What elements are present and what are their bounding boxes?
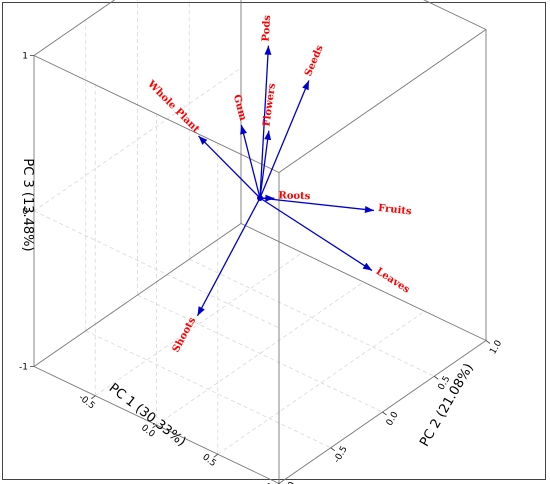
vector-gum bbox=[240, 124, 261, 199]
origin-point bbox=[257, 195, 263, 201]
cube-edge bbox=[33, 0, 116, 56]
grid-line bbox=[137, 294, 383, 413]
y-tick-label: -0.5 bbox=[332, 445, 349, 465]
z-axis-title: PC 3 (13.48%) bbox=[20, 158, 35, 251]
x-axis-title: PC 1 (30.33%) bbox=[106, 381, 189, 450]
arrowhead bbox=[264, 130, 272, 141]
grid-line bbox=[85, 330, 331, 449]
grid-line bbox=[33, 210, 280, 329]
arrowhead bbox=[197, 306, 205, 316]
vector-label: Shoots bbox=[171, 315, 199, 354]
y-tick-label: -1.0 bbox=[281, 480, 299, 484]
vector-label: Fruits bbox=[378, 203, 413, 218]
arrowhead bbox=[362, 262, 373, 271]
arrowhead bbox=[364, 205, 374, 213]
x-tick-label: 0.5 bbox=[200, 452, 217, 469]
arrowhead bbox=[240, 124, 247, 135]
x-tick-label: 1.0 bbox=[262, 482, 280, 484]
vector-label: Leaves bbox=[374, 266, 412, 296]
z-tick-label: 1 bbox=[22, 52, 28, 62]
vector-fruits bbox=[259, 197, 375, 212]
vector-pods bbox=[259, 45, 270, 199]
y-tick-label: 1.0 bbox=[488, 339, 504, 357]
grid-line bbox=[189, 258, 435, 377]
z-tick-label: -1 bbox=[19, 363, 28, 373]
cube-edge bbox=[278, 29, 487, 173]
arrowhead bbox=[302, 80, 309, 91]
vector-whole-plant bbox=[198, 135, 261, 199]
vector-seeds bbox=[259, 80, 310, 199]
vector-label: Seeds bbox=[303, 43, 326, 78]
chart-frame bbox=[2, 2, 546, 480]
vector-flowers bbox=[259, 130, 270, 199]
cube-edge bbox=[240, 223, 487, 341]
cube-edge bbox=[33, 55, 280, 173]
x-tick-label: -0.5 bbox=[76, 393, 96, 412]
vector-label: Roots bbox=[278, 190, 311, 202]
arrowhead bbox=[264, 45, 272, 55]
cube-edge bbox=[423, 0, 487, 30]
z-tick-label: 0 bbox=[22, 207, 28, 217]
vector-label: Flowers bbox=[261, 82, 278, 127]
vector-label: Pods bbox=[261, 14, 273, 41]
vector-shoots bbox=[196, 197, 261, 317]
arrowhead bbox=[198, 135, 208, 145]
arrowhead bbox=[265, 194, 275, 202]
vector-label: Gum bbox=[231, 94, 248, 123]
cube-edge bbox=[33, 223, 242, 367]
vector-leaves bbox=[259, 197, 373, 272]
vector-label: Whole Plant bbox=[145, 78, 202, 135]
y-tick-label: 0.0 bbox=[385, 410, 401, 428]
y-axis-title: PC 2 (21.08%) bbox=[417, 361, 477, 449]
